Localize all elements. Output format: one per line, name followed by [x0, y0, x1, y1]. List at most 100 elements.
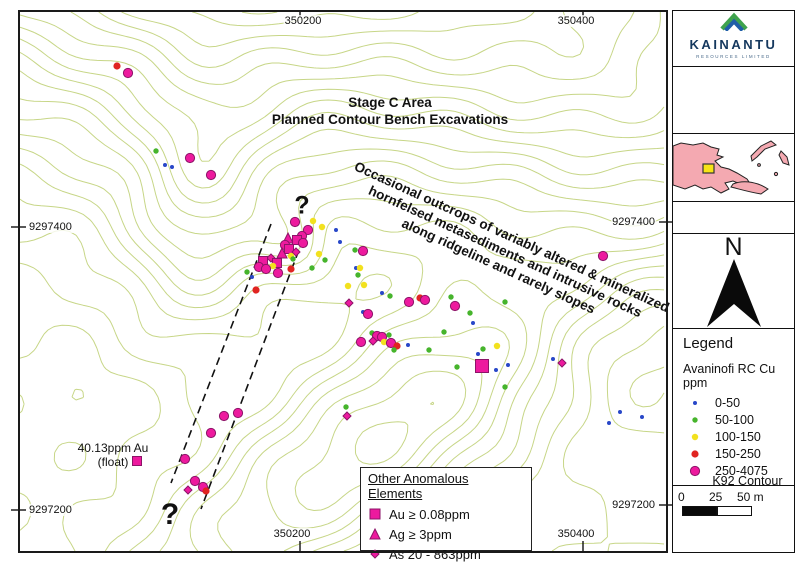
map-point-cu3 [309, 217, 317, 225]
map-point-cu5 [184, 152, 196, 164]
map-point-cu1 [618, 410, 622, 414]
map-point-cu2 [480, 346, 486, 352]
legend-label: 50-100 [715, 412, 754, 427]
coordinate-label: 9297200 [611, 499, 656, 511]
map-point-cu5 [289, 216, 301, 228]
cu-grade-dot-icon [693, 400, 697, 405]
anomalous-elements-title: Other Anomalous Elements [368, 471, 469, 501]
map-point-cu5 [403, 296, 415, 308]
anomalous-element-label: Ag ≥ 3ppm [389, 526, 452, 542]
map-point-cu5 [362, 308, 374, 320]
legend-label: 250-4075 [715, 463, 768, 478]
map-point-au [132, 456, 142, 466]
map-point-cu4 [287, 265, 295, 273]
coordinate-label: 350400 [556, 528, 596, 540]
map-title-line1: Stage C Area [348, 95, 432, 110]
map-point-cu5 [205, 169, 217, 181]
legend-label: 150-250 [715, 446, 761, 461]
au-float-label: 40.13ppm Au (float) [75, 441, 151, 469]
map-point-cu5 [122, 67, 134, 79]
map-point-cu1 [338, 240, 342, 244]
map-point-cu1 [607, 421, 611, 425]
as-symbol-icon [370, 549, 380, 559]
map-point-cu1 [334, 228, 338, 232]
excavation-corridor-dashed-line [200, 225, 309, 510]
map-point-cu4 [113, 62, 121, 70]
anomalous-elements-items: Au ≥ 0.08ppm Ag ≥ 3ppm As 20 - 863ppm [368, 504, 524, 564]
map-point-cu5 [272, 267, 284, 279]
legend-row: 250-4075 [683, 462, 794, 479]
map-point-au_big [475, 359, 489, 373]
coordinate-label: 350400 [556, 15, 596, 27]
north-label: N [724, 233, 743, 261]
excavation-corridor [170, 223, 309, 510]
legend-label: 0-50 [715, 395, 741, 410]
question-mark: ? [160, 498, 180, 531]
map-point-cu4 [252, 286, 260, 294]
legend-subtitle: Avaninofi RC Cu ppm [683, 362, 776, 390]
map-point-as [342, 411, 352, 421]
question-mark: ? [294, 191, 310, 220]
map-point-cu2 [355, 272, 361, 278]
map-point-cu3 [315, 250, 323, 258]
ag-symbol-icon [369, 527, 381, 540]
map-point-cu1 [380, 291, 384, 295]
anomalous-elements-legend: Other Anomalous Elements Au ≥ 0.08ppm Ag … [360, 467, 532, 562]
map-point-cu5 [357, 245, 369, 257]
excavation-corridor-dashed-line [170, 223, 272, 484]
au-symbol-icon [369, 508, 381, 520]
sidebar-blank-panel-1 [672, 66, 795, 135]
au-float-label-line2: (float) [97, 455, 129, 469]
map-point-cu1 [471, 321, 475, 325]
logo-name: KAINANTU [689, 37, 778, 52]
scale-bar-segment-black [682, 506, 717, 516]
map-point-cu2 [454, 364, 460, 370]
anomalous-element-row: Au ≥ 0.08ppm [368, 504, 524, 524]
logo-panel: KAINANTU RESOURCES LIMITED [672, 10, 795, 68]
map-point-cu5 [302, 224, 314, 236]
legend-items: 0-50 50-100 100-150 150-250 250-4075 K92 Cont… [683, 394, 794, 502]
map-point-cu2 [502, 299, 508, 305]
map-title: Stage C Area Planned Contour Bench Excav… [190, 94, 590, 128]
map-point-cu5 [189, 475, 201, 487]
legend-row: 150-250 [683, 445, 794, 462]
map-title-line2: Planned Contour Bench Excavations [271, 112, 509, 127]
map-point-cu3 [269, 262, 277, 270]
map-point-cu5 [218, 410, 230, 422]
au-float-label-line1: 40.13ppm Au [77, 441, 149, 455]
map-point-cu3 [360, 281, 368, 289]
cu-grade-dot-icon [691, 449, 699, 458]
map-point-cu2 [426, 347, 432, 353]
map-point-cu3 [318, 223, 326, 231]
map-point-cu2 [441, 329, 447, 335]
map-point-cu1 [551, 357, 555, 361]
legend-label: 100-150 [715, 429, 761, 444]
map-point-au [284, 244, 294, 254]
location-inset-map [672, 133, 795, 203]
map-point-cu3 [344, 282, 352, 290]
map-point-cu3 [380, 338, 388, 346]
map-point-cu2 [322, 257, 328, 263]
map-point-cu1 [506, 363, 510, 367]
map-point-as [183, 485, 193, 495]
map-point-cu2 [502, 384, 508, 390]
map-point-cu5 [597, 250, 609, 262]
map-point-cu2 [448, 294, 454, 300]
scale-bar-segment-white [717, 506, 752, 516]
coordinate-label: 9297200 [28, 504, 73, 516]
map-point-cu2 [290, 256, 296, 262]
map-point-cu1 [476, 352, 480, 356]
scale-label-50: 50 m [737, 490, 764, 504]
coordinate-label: 9297400 [611, 216, 656, 228]
coordinate-label: 350200 [272, 528, 312, 540]
map-point-cu1 [163, 163, 167, 167]
map-point-cu2 [309, 265, 315, 271]
sidebar-blank-panel-2 [672, 201, 795, 235]
anomalous-element-label: Au ≥ 0.08ppm [389, 506, 470, 522]
scale-label-25: 25 [709, 490, 723, 504]
map-point-as [344, 298, 354, 308]
png-landmass [673, 140, 790, 195]
map-point-cu2 [352, 247, 358, 253]
